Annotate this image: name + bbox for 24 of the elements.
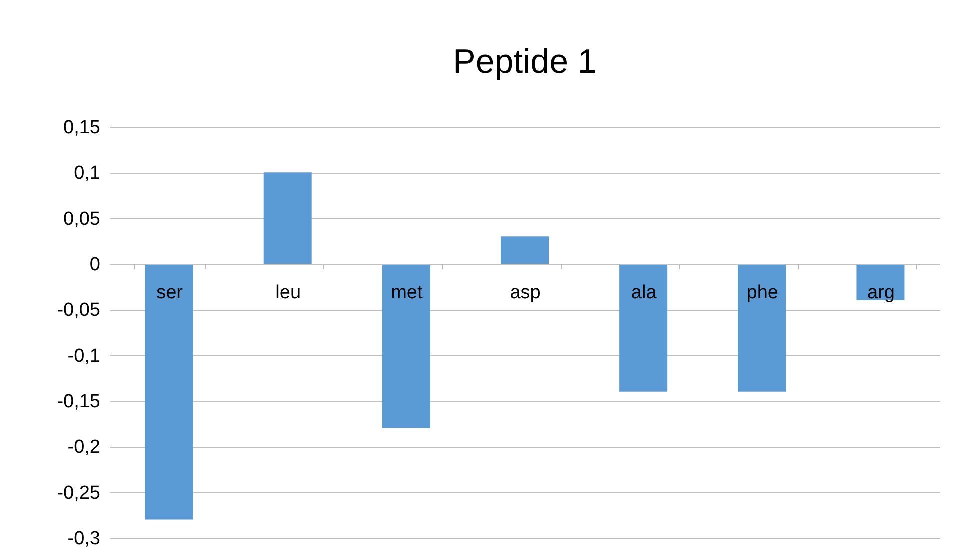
y-tick-label: -0,2 xyxy=(68,437,100,458)
bar xyxy=(145,264,194,520)
y-tick-label: -0,05 xyxy=(57,300,100,322)
x-tick-label: leu xyxy=(276,282,302,304)
bar xyxy=(620,264,668,392)
bar xyxy=(382,264,430,428)
x-tick-label: arg xyxy=(867,282,895,304)
x-tick-label: ala xyxy=(631,282,658,304)
bar xyxy=(264,172,312,264)
x-tick-label: ser xyxy=(156,282,184,304)
bar xyxy=(501,236,549,264)
x-tick-label: met xyxy=(391,282,424,304)
bar xyxy=(738,264,786,392)
y-tick-label: 0 xyxy=(90,254,100,276)
y-tick-label: 0,15 xyxy=(64,118,100,138)
y-tick-label: 0,05 xyxy=(64,208,100,230)
chart-title: Peptide 1 xyxy=(453,43,597,81)
x-tick-label: phe xyxy=(746,282,778,304)
y-tick-label: -0,3 xyxy=(68,528,100,550)
y-tick-label: 0,1 xyxy=(74,163,100,184)
x-tick-label: asp xyxy=(510,282,541,304)
y-tick-label: -0,15 xyxy=(57,392,100,412)
y-tick-label: -0,1 xyxy=(68,346,100,367)
y-tick-label: -0,25 xyxy=(57,482,100,504)
